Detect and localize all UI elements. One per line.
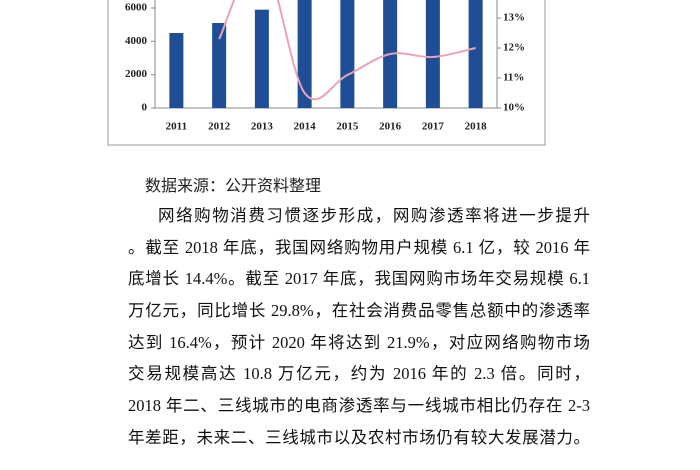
text-line: 万亿元，同比增长 29.8%，在社会消费品零售总额中的渗透率 [128, 301, 590, 321]
chart-frame [107, 0, 546, 146]
text-line: 交易规模高达 10.8 万亿元，约为 2016 年的 2.3 倍。同时， [128, 364, 590, 384]
x-tick-label: 2011 [166, 121, 187, 133]
y2-tick-label: 12% [503, 42, 525, 54]
text-line: 。截至 2018 年底，我国网络购物用户规模 6.1 亿，较 2016 年 [128, 237, 590, 257]
x-tick-label: 2017 [422, 121, 445, 133]
y2-tick-label: 10% [503, 102, 525, 114]
y-tick-label: 6000 [125, 2, 148, 14]
y2-tick-label: 13% [503, 12, 525, 24]
text-line: 2018 年二、三线城市的电商渗透率与一线城市相比仍存在 2-3 [128, 396, 590, 416]
chart: 0 2000 4000 6000 10% 11% 12% 13% 2011 2012 2013 201… [107, 0, 546, 146]
bar [425, 0, 440, 108]
y-tick-label: 0 [142, 102, 148, 114]
bar [297, 0, 312, 108]
x-tick-label: 2015 [336, 121, 359, 133]
caption: 数据来源：公开资料整理 [145, 178, 322, 195]
x-tick-label: 2014 [294, 121, 317, 133]
y-tick-label: 2000 [125, 68, 148, 80]
bar [254, 9, 269, 109]
text-line: 年差距，未来二、三线城市以及农村市场仍有较大发展潜力。 [128, 427, 590, 447]
line [218, 0, 476, 101]
text-line: 底增长 14.4%。截至 2017 年底，我国网购市场年交易规模 6.1 [128, 269, 590, 289]
bar [169, 33, 184, 108]
x-tick-label: 2012 [208, 121, 231, 133]
x-tick-label: 2013 [251, 121, 274, 133]
text-line: 网络购物消费习惯逐步形成，网购渗透率将进一步提升 [158, 206, 590, 225]
bar [212, 23, 227, 108]
x-tick-label: 2016 [379, 121, 402, 133]
y-tick-label: 4000 [125, 35, 148, 47]
paragraph: 网络购物消费习惯逐步形成，网购渗透率将进一步提升。截至 2018 年底，我国网络… [128, 200, 590, 454]
text-line: 达到 16.4%，预计 2020 年将达到 21.9%，对应网络购物市场 [128, 332, 590, 352]
y2-tick-label: 11% [503, 72, 524, 84]
x-tick-label: 2018 [465, 121, 488, 133]
bar [340, 0, 355, 109]
bar [468, 0, 483, 108]
